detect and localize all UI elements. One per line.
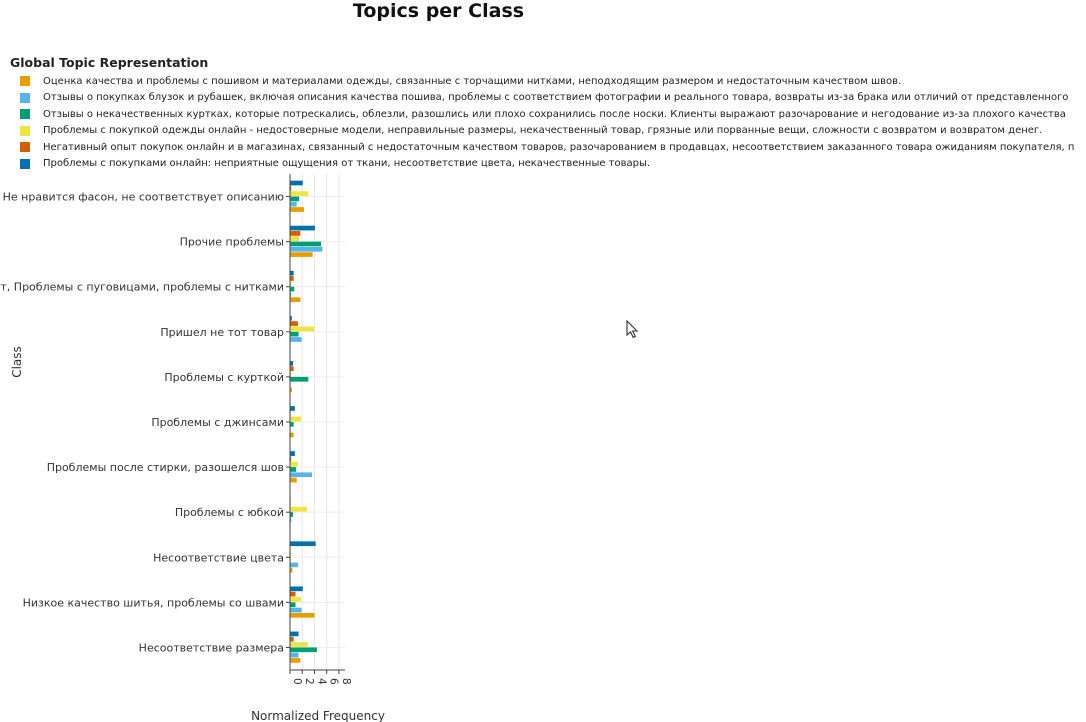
legend-item[interactable]: Проблемы с покупкой одежды онлайн - недо… [20,123,1086,140]
y-axis-title: Class [10,346,24,378]
x-tick-label: 6 [328,678,340,685]
bar [290,270,294,276]
bar [290,636,294,642]
chart-title: Topics per Class [352,0,525,22]
bar [290,326,315,332]
bar [290,201,297,207]
category-label: Несоответствие цвета [153,551,284,564]
mouse-cursor-icon [626,320,639,339]
legend-label: Проблемы с покупкой одежды онлайн - недо… [43,125,1043,137]
bar [290,472,312,478]
bar [290,331,299,337]
bar [290,231,301,236]
bar [290,371,292,377]
bar [290,652,299,658]
bar [290,185,292,191]
bar [290,286,295,292]
legend-item[interactable]: Оценка качества и проблемы с пошивом и м… [20,73,1086,90]
x-tick-label: 0 [291,678,303,685]
bar [290,241,322,247]
legend-item[interactable]: Негативный опыт покупок онлайн и в магаз… [20,139,1086,156]
bar [290,658,301,663]
category-label: Пришел не тот товар [160,326,284,339]
legend-label: Отзывы о некачественных куртках, которые… [43,108,1066,120]
bar [290,292,292,297]
legend-swatch [20,109,30,120]
bar [290,252,313,257]
bar [290,517,292,523]
category-label: Несоответствие размера [139,641,284,654]
bar [290,196,300,202]
bar [290,612,315,618]
legend-item[interactable]: Отзывы о некачественных куртках, которые… [20,106,1086,123]
bar [290,506,308,512]
category-label: Не нравится фасон, не соответствует опис… [3,191,284,204]
bar [290,461,298,467]
legend: Оценка качества и проблемы с пошивом и м… [20,73,1086,172]
bar [290,432,294,438]
bar [290,607,302,613]
legend-label: Проблемы с покупками онлайн: неприятные … [43,158,651,170]
legend-swatch [20,76,30,87]
bar [290,631,299,637]
bar [290,562,298,568]
category-label: Проблемы с курткой [164,371,284,384]
x-axis-title: Normalized Frequency [251,709,385,722]
legend-item[interactable]: Отзывы о покупках блузок и рубашек, вклю… [20,90,1086,107]
bar [290,236,300,242]
bar [290,602,296,608]
bar [290,225,316,231]
category-label: Проблемы после стирки, разошелся шов [47,461,284,474]
bar [290,647,317,653]
bar [290,422,294,427]
bar [290,361,294,366]
bar [290,642,308,647]
bar [290,567,293,573]
bar [290,586,303,592]
bar [290,337,302,342]
bar [290,276,294,281]
category-label: Низкое качество шитья, проблемы со швами [23,596,284,609]
bar [290,315,292,321]
bar [290,366,294,372]
bar [290,180,303,186]
category-label: Прочие проблемы [180,236,284,249]
legend-swatch [20,125,30,136]
legend-swatch [20,92,30,103]
legend-label: Отзывы о покупках блузок и рубашек, вклю… [43,92,1069,104]
x-tick-label: 4 [315,678,327,685]
legend-swatch [20,142,30,153]
bar [290,406,295,411]
bar [290,376,309,382]
bar [290,591,296,597]
bar [290,387,292,393]
legend-title: Global Topic Representation [10,55,209,70]
bar [290,467,297,472]
bar [290,191,309,196]
category-label: дит, Проблемы с пуговицами, проблемы с н… [0,281,284,294]
bar [290,551,292,557]
legend-label: Оценка качества и проблемы с пошивом и м… [43,75,902,87]
bar [290,246,323,252]
legend-label: Негативный опыт покупок онлайн и в магаз… [43,141,1075,153]
bar [290,512,294,517]
x-tick-label: 8 [340,678,352,685]
bar [290,597,301,602]
category-label: Проблемы с джинсами [151,416,284,429]
bar [290,416,301,422]
x-tick-label: 2 [303,678,315,685]
bar [290,297,301,303]
legend-swatch [20,158,30,169]
bar [290,207,305,212]
bar [290,451,295,456]
legend-item[interactable]: Проблемы с покупками онлайн: неприятные … [20,156,1086,173]
bar [290,456,292,462]
bar [290,321,298,326]
bar [290,541,316,547]
bar [290,281,292,287]
category-label: Проблемы с юбкой [175,506,284,519]
bar [290,477,297,483]
